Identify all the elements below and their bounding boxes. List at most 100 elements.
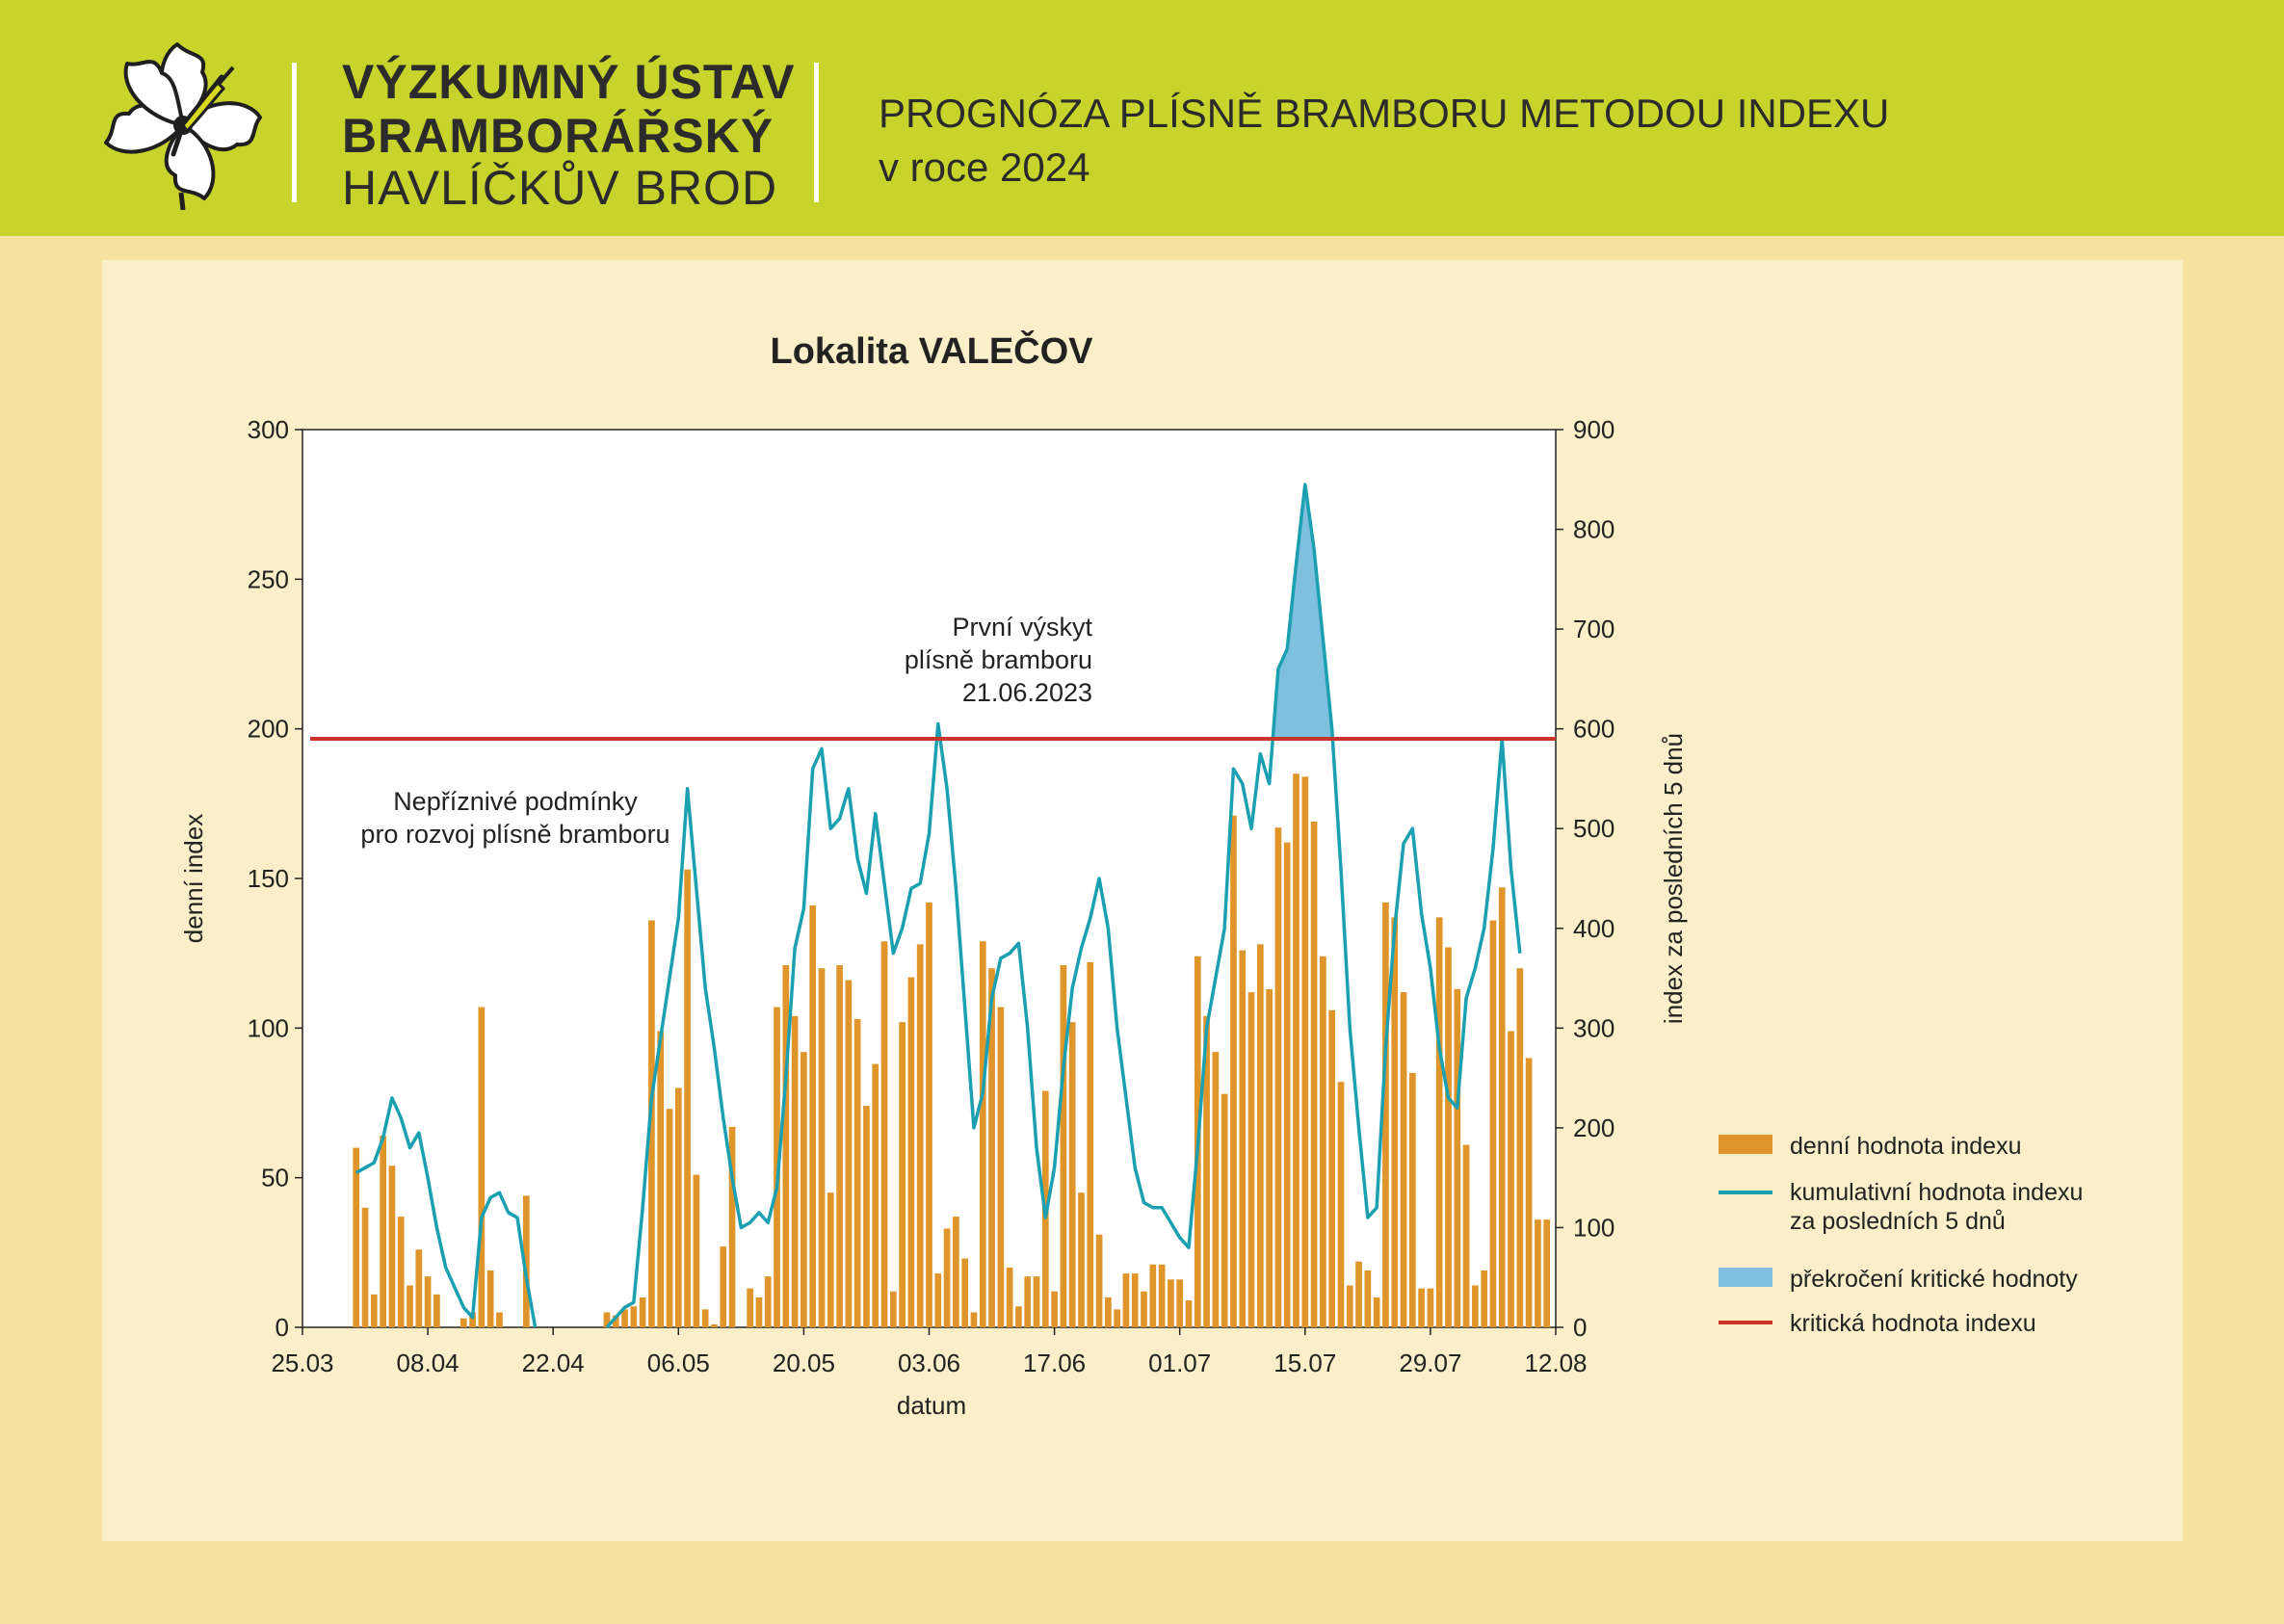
daily-index-bar — [1364, 1270, 1372, 1327]
blight-index-chart: Lokalita VALEČOV 25.03 08.04 22.04 06.05 20.… — [179, 328, 2083, 1420]
daily-index-bar — [764, 1276, 772, 1327]
y-right-tick-label: 900 — [1573, 415, 1615, 444]
daily-index-bar — [1418, 1288, 1425, 1327]
daily-index-bar — [415, 1249, 423, 1327]
daily-index-bar — [1247, 992, 1255, 1327]
daily-index-bar — [370, 1294, 378, 1327]
cumulative-index-line-group — [354, 483, 1522, 1329]
daily-index-bar — [1060, 965, 1067, 1327]
daily-index-bar — [603, 1312, 611, 1327]
institute-name-line1: VÝZKUMNÝ ÚSTAV — [342, 55, 796, 109]
y-right-tick-label: 800 — [1573, 515, 1615, 544]
daily-index-bar — [943, 1228, 951, 1327]
daily-index-bar — [657, 1031, 665, 1327]
daily-index-bar — [907, 977, 915, 1327]
daily-index-bar — [1078, 1192, 1085, 1327]
daily-index-bar — [997, 1007, 1005, 1327]
exceed-area — [1273, 484, 1333, 740]
y-right-tick-label: 700 — [1573, 615, 1615, 643]
daily-index-bar — [791, 1015, 799, 1327]
daily-index-bar — [1508, 1031, 1514, 1327]
daily-index-bar — [988, 968, 995, 1327]
daily-index-bar — [1355, 1261, 1362, 1327]
daily-index-bar — [1472, 1285, 1479, 1327]
annotation-first-occurrence-line2: plísně bramboru — [905, 645, 1092, 674]
annotation-first-occurrence-date: 21.06.2023 — [962, 678, 1092, 707]
daily-index-bar — [1168, 1279, 1174, 1327]
y-axis-left-label: denní index — [179, 814, 208, 943]
daily-index-bar — [747, 1288, 753, 1327]
chart-panel: Lokalita VALEČOV 25.03 08.04 22.04 06.05 20.… — [102, 260, 2183, 1541]
annotation-unfavorable-line1: Nepříznivé podmínky — [393, 787, 638, 816]
daily-index-bar — [845, 980, 853, 1327]
daily-index-bar — [809, 904, 817, 1327]
header-separator — [292, 63, 297, 202]
y-axis-right-label: index za posledních 5 dnů — [1659, 733, 1688, 1024]
daily-index-bar — [1301, 776, 1309, 1327]
daily-index-bar — [1068, 1022, 1076, 1327]
institute-name-line3: HAVLÍČKŮV BROD — [342, 161, 778, 215]
x-tick-label: 03.06 — [898, 1349, 960, 1377]
daily-index-bar — [1203, 1015, 1210, 1327]
daily-index-bar — [1391, 917, 1399, 1327]
daily-index-bar — [801, 1052, 807, 1327]
daily-index-bar — [1310, 821, 1318, 1327]
daily-index-bar — [630, 1306, 638, 1327]
x-tick-label: 22.04 — [522, 1349, 585, 1377]
x-tick-label: 25.03 — [271, 1349, 333, 1377]
header-bar: VÝZKUMNÝ ÚSTAV BRAMBORÁŘSKÝ HAVLÍČKŮV BR… — [0, 0, 2284, 236]
y-left-tick-label: 50 — [261, 1164, 289, 1192]
daily-index-bar — [1105, 1297, 1112, 1327]
daily-index-bar — [1489, 920, 1497, 1327]
y-left-tick-label: 100 — [248, 1013, 289, 1042]
daily-index-bar — [979, 941, 986, 1327]
report-title: PROGNÓZA PLÍSNĚ BRAMBORU METODOU INDEXU — [879, 91, 1890, 136]
daily-index-bar — [1337, 1082, 1345, 1327]
y-left-tick-label: 250 — [248, 564, 289, 593]
daily-index-bar — [459, 1318, 467, 1327]
y-left-tick-label: 200 — [248, 715, 289, 744]
annotation-first-occurrence-line1: První výskyt — [952, 613, 1092, 642]
daily-index-bar — [353, 1147, 360, 1327]
x-axis-label: datum — [897, 1391, 966, 1420]
daily-index-bar — [1435, 917, 1443, 1327]
daily-index-bar — [970, 1312, 978, 1327]
daily-index-bar — [1516, 968, 1524, 1327]
y-right-tick-label: 0 — [1573, 1313, 1587, 1342]
x-tick-label: 01.07 — [1148, 1349, 1211, 1377]
daily-index-bar — [1535, 1219, 1541, 1327]
daily-index-bar — [1230, 815, 1237, 1327]
daily-index-bar — [880, 941, 888, 1327]
daily-index-bar — [1024, 1276, 1032, 1327]
daily-index-bar — [1131, 1273, 1139, 1327]
legend-exceed-label: překročení kritické hodnoty — [1790, 1266, 2078, 1293]
daily-index-bar — [478, 1007, 486, 1327]
daily-index-bar — [961, 1258, 969, 1327]
daily-index-bar — [889, 1291, 897, 1327]
daily-index-bar — [1408, 1072, 1416, 1327]
daily-index-bar — [701, 1309, 709, 1327]
daily-index-bar — [728, 1126, 736, 1327]
daily-index-bar — [674, 1087, 682, 1327]
daily-index-bar — [388, 1166, 396, 1327]
daily-index-bar — [1256, 944, 1264, 1327]
daily-index-bar — [1293, 773, 1300, 1327]
daily-index-bar — [926, 902, 932, 1327]
daily-index-bar — [1328, 1009, 1336, 1327]
potato-flower-icon — [104, 42, 262, 210]
legend-critical-label: kritická hodnota indexu — [1790, 1310, 2036, 1337]
daily-index-bar — [496, 1312, 503, 1327]
daily-index-bar — [1149, 1264, 1157, 1327]
daily-index-bar — [863, 1106, 870, 1327]
daily-index-bar — [361, 1207, 369, 1327]
daily-index-bar — [818, 968, 826, 1327]
daily-index-bar — [1382, 902, 1389, 1327]
daily-index-bar — [1114, 1309, 1120, 1327]
daily-index-bar — [1400, 992, 1407, 1327]
x-tick-label: 15.07 — [1273, 1349, 1336, 1377]
y-right-tick-label: 300 — [1573, 1013, 1615, 1042]
cumulative-index-line — [354, 1096, 538, 1328]
daily-index-bar — [853, 1019, 861, 1327]
cumulative-index-line — [605, 483, 1522, 1329]
daily-index-bar — [1141, 1291, 1147, 1327]
